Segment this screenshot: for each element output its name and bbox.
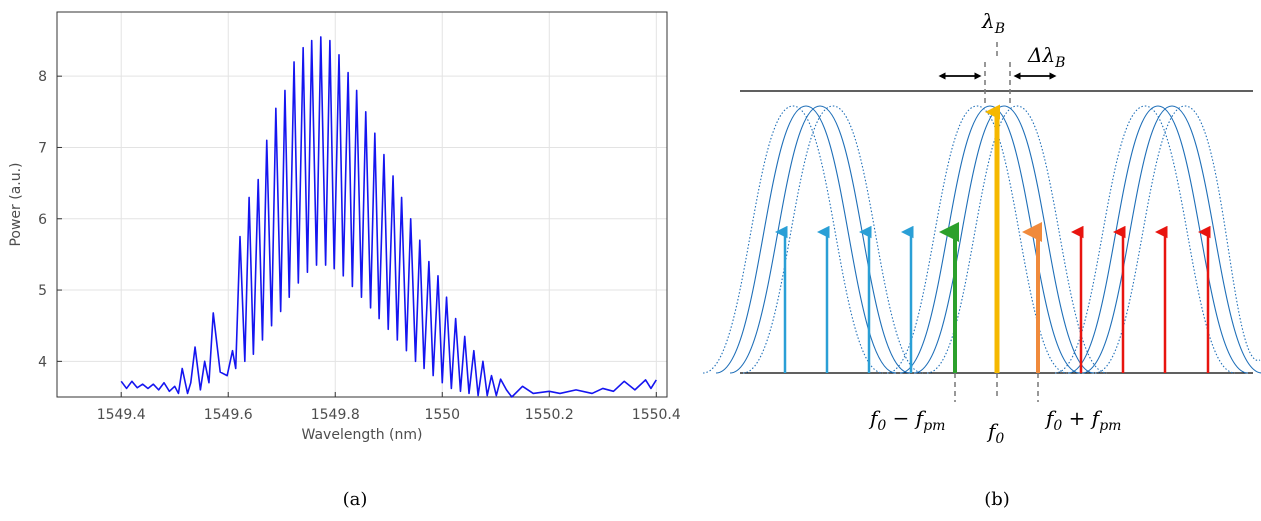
plot-frame: [56, 11, 668, 398]
y-axis-label: Power (a.u.): [8, 162, 24, 246]
x-tick-label: 1549.4: [97, 407, 146, 423]
plot-area: [57, 12, 667, 397]
reflection-curves: [702, 105, 1261, 374]
x-axis-label: Wavelength (nm): [302, 427, 423, 443]
y-tick-label: 6: [38, 212, 47, 228]
f0-minus-label: f0 − fpm: [868, 406, 945, 434]
y-tick-label: 4: [38, 354, 47, 370]
x-tick-label: 1549.6: [204, 407, 253, 423]
f0-plus-label: f0 + fpm: [1044, 406, 1121, 434]
x-tick-label: 1550.2: [525, 407, 574, 423]
y-tick-label: 5: [38, 283, 47, 299]
lambda-b-label: λB: [981, 9, 1005, 37]
data-line: [120, 36, 657, 398]
caption-a: (a): [343, 489, 368, 510]
spectral-lines: [775, 104, 1211, 373]
caption-b: (b): [984, 489, 1010, 510]
grating-diagram: [702, 42, 1261, 402]
y-tick-label: 8: [38, 69, 47, 85]
x-tick-label: 1550: [424, 407, 460, 423]
y-tick-label: 7: [38, 140, 47, 156]
delta-lambda-label: ΔλB: [1027, 43, 1065, 71]
x-tick-label: 1550.4: [632, 407, 681, 423]
guide-lines: [954, 42, 1039, 402]
spectrum-chart: 1549.4 1549.6 1549.8 1550 1550.2 1550.4 4 5 6 7 8 W…: [8, 11, 681, 443]
x-tick-label: 1549.8: [311, 407, 360, 423]
f0-label: f0: [986, 419, 1004, 447]
